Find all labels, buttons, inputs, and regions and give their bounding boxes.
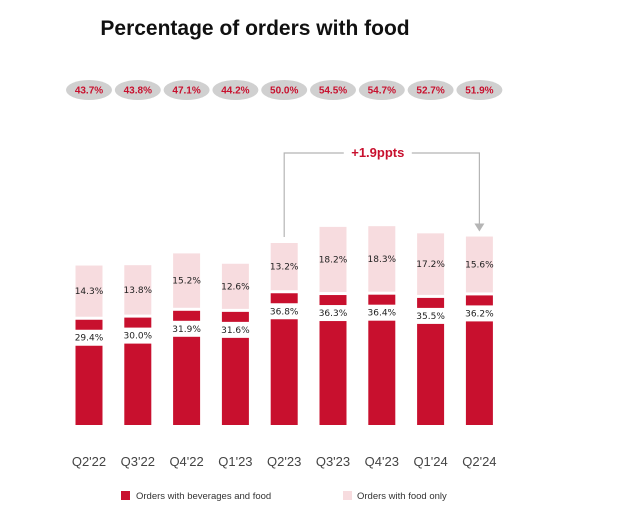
data-label-food-only-q2-24: 15.6% [465,260,494,270]
data-label-beverages-food-q4-22: 31.9% [172,325,201,335]
bar-food-only-q4-23 [368,226,396,292]
annotation-arrowhead [474,223,485,232]
bar-food-only-q2-22 [75,265,103,317]
label-band-q3-22 [123,327,153,344]
total-label-q1-24: 52.7% [416,86,444,97]
legend-swatch-beverages-food [121,491,130,500]
total-label-q2-22: 43.7% [75,86,103,97]
label-band-q3-23 [318,305,348,322]
bar-food-only-q4-22 [173,253,201,308]
data-label-food-only-q1-24: 17.2% [416,260,445,270]
total-label-q2-24: 51.9% [465,86,493,97]
total-pill-q4-23 [358,80,405,100]
totals-row: 43.7% 43.8% 47.1% 44.2% 50.0% 54.5% 54.7% 52.7%… [66,80,503,100]
data-label-food-only-q2-22: 14.3% [75,287,104,297]
tick-label-q4-23: Q4'23 [365,454,399,469]
bars: 29.4% 14.3% 30.0% 13.8% 31.9% 15.2% 31.6% 12.6%… [74,226,494,425]
label-band-q4-22 [172,320,202,337]
legend-label-food-only: Orders with food only [357,491,447,502]
x-axis-ticks: Q2'22 Q3'22 Q4'22 Q1'23 Q2'23 Q3'23 Q4'23 Q1'24… [72,454,497,469]
label-band-q1-23 [220,321,250,338]
label-band-q1-24 [416,307,446,324]
annotation-label-bg [343,142,412,162]
data-label-beverages-food-q4-23: 36.4% [368,309,397,319]
total-pill-q2-24 [456,80,503,100]
data-label-food-only-q2-23: 13.2% [270,263,299,273]
data-label-food-only-q3-23: 18.2% [319,255,348,265]
bar-food-only-q3-22 [124,265,152,315]
legend-swatch-food-only [343,491,352,500]
bar-food-only-q2-24 [465,236,493,293]
annotation-label: +1.9ppts [351,145,404,160]
total-pill-q2-22 [66,80,112,100]
total-pill-q1-24 [407,80,454,100]
total-pill-q3-22 [114,80,161,100]
total-label-q3-22: 43.8% [124,86,152,97]
bar-food-only-q2-23 [270,243,298,291]
total-label-q1-23: 44.2% [221,86,249,97]
label-band-q2-24 [464,305,494,322]
data-label-beverages-food-q1-24: 35.5% [416,312,445,322]
annotation-line [283,152,480,237]
data-label-food-only-q4-23: 18.3% [368,255,397,265]
data-label-beverages-food-q2-22: 29.4% [75,334,104,344]
data-label-beverages-food-q2-23: 36.8% [270,307,299,317]
tick-label-q4-22: Q4'22 [169,454,203,469]
legend: Orders with beverages and food Orders wi… [121,491,447,502]
label-band-q2-23 [269,303,299,320]
total-label-q4-22: 47.1% [172,86,200,97]
data-label-beverages-food-q3-23: 36.3% [319,309,348,319]
tick-label-q2-24: Q2'24 [462,454,496,469]
tick-label-q3-22: Q3'22 [121,454,155,469]
label-band-q4-23 [367,304,397,321]
total-pill-q2-23 [261,80,308,100]
tick-label-q2-22: Q2'22 [72,454,106,469]
annotation-connector: +1.9ppts [283,142,485,237]
chart-title: Percentage of orders with food [100,17,409,40]
tick-label-q2-23: Q2'23 [267,454,301,469]
legend-label-beverages-food: Orders with beverages and food [136,491,271,502]
total-pill-q3-23 [310,80,356,100]
bar-food-only-q1-23 [221,263,249,309]
data-label-food-only-q3-22: 13.8% [124,286,153,296]
tick-label-q1-23: Q1'23 [218,454,252,469]
total-label-q3-23: 54.5% [319,86,347,97]
data-label-beverages-food-q3-22: 30.0% [124,332,153,342]
data-label-beverages-food-q2-24: 36.2% [465,309,494,319]
bar-food-only-q1-24 [417,233,445,295]
data-label-food-only-q4-22: 15.2% [172,277,201,287]
data-label-beverages-food-q1-23: 31.6% [221,326,250,336]
total-pill-q4-22 [163,80,210,100]
total-pill-q1-23 [212,80,259,100]
tick-label-q3-23: Q3'23 [316,454,350,469]
data-label-food-only-q1-23: 12.6% [221,282,250,292]
label-band-q2-22 [74,329,104,346]
bar-food-only-q3-23 [319,226,347,293]
total-label-q2-23: 50.0% [270,86,298,97]
total-label-q4-23: 54.7% [368,86,396,97]
tick-label-q1-24: Q1'24 [413,454,447,469]
